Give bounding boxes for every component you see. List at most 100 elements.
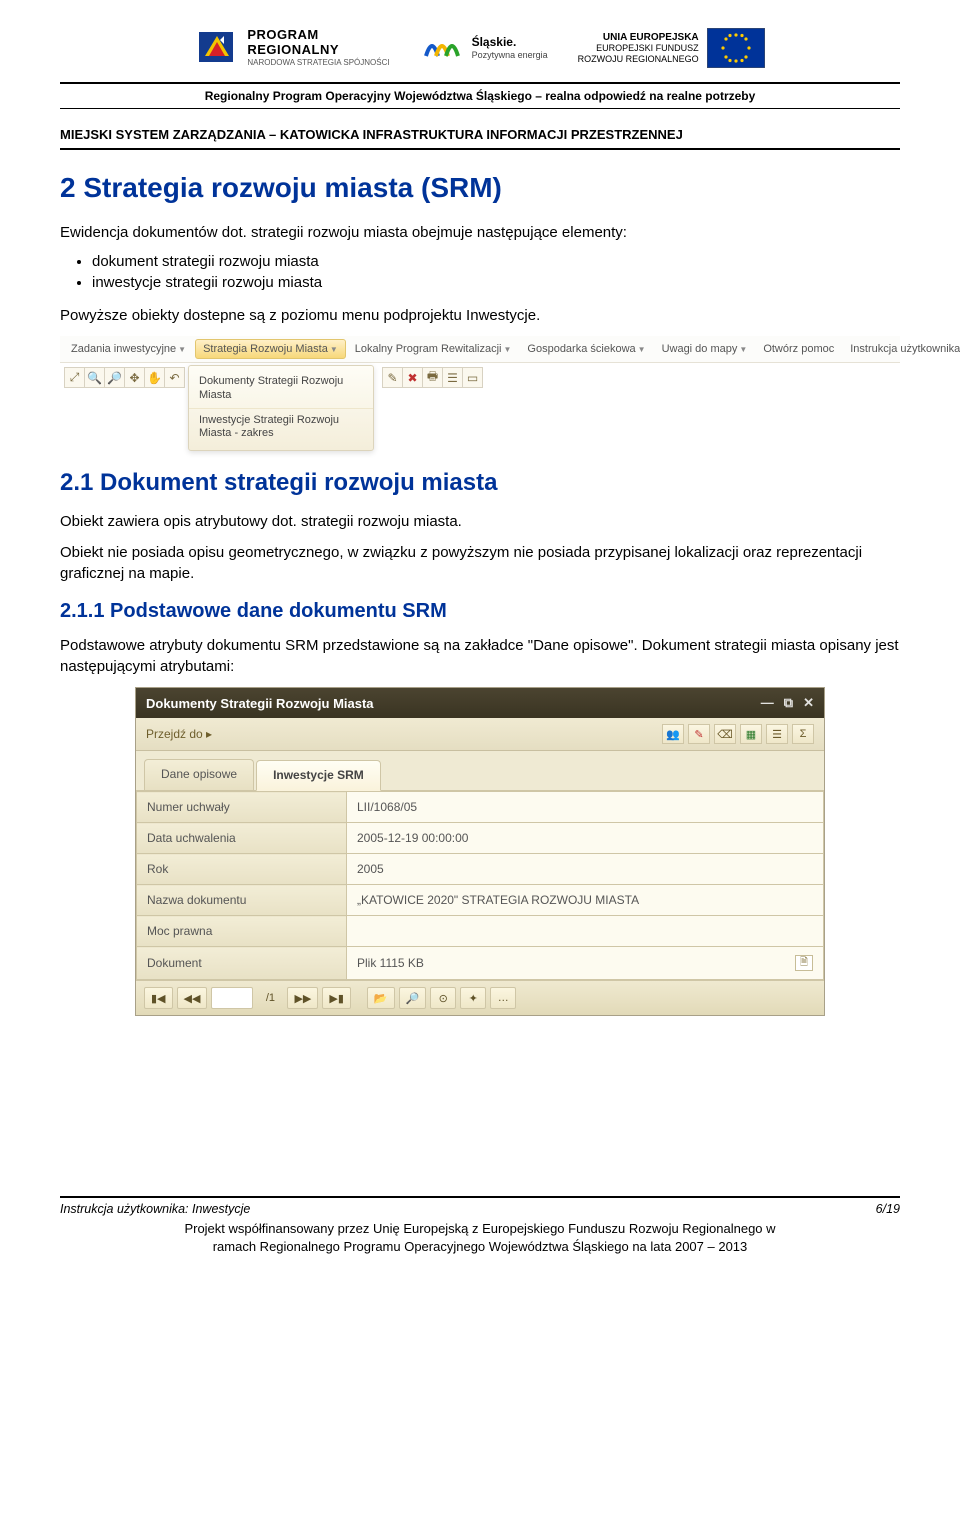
nav-target-icon[interactable]: ⊙ [430, 987, 456, 1009]
heading-h2: 2.1 Dokument strategii rozwoju miasta [60, 469, 900, 497]
toolbar-left: ⤢ 🔍 🔎 ✥ ✋ ↶ [60, 363, 188, 392]
logo2-sub: Pozytywna energia [472, 50, 548, 60]
tool-edit-icon[interactable]: ✎ [382, 367, 403, 388]
menu-lokalny-program[interactable]: Lokalny Program Rewitalizacji▼ [348, 340, 519, 358]
table-row: Data uchwalenia 2005-12-19 00:00:00 [137, 823, 824, 854]
logo1-line1: PROGRAM [247, 28, 389, 43]
minimize-icon[interactable]: — [761, 695, 774, 711]
bullet-list: dokument strategii rozwoju miasta inwest… [92, 253, 900, 291]
tab-strip: Dane opisowe Inwestycje SRM [136, 751, 824, 791]
nav-more-icon[interactable]: … [490, 987, 516, 1009]
screenshot-dialog: Dokumenty Strategii Rozwoju Miasta — ⧉ ✕… [135, 687, 825, 1016]
table-row: Moc prawna [137, 916, 824, 947]
header-subheader: MIEJSKI SYSTEM ZARZĄDZANIA – KATOWICKA I… [60, 121, 900, 150]
dropdown-strategia: Dokumenty Strategii Rozwoju Miasta Inwes… [188, 365, 374, 451]
logo1-sub: NARODOWA STRATEGIA SPÓJNOŚCI [247, 58, 389, 67]
dropdown-item-dokumenty[interactable]: Dokumenty Strategii Rozwoju Miasta [189, 370, 373, 408]
tool-move-icon[interactable]: ✥ [124, 367, 145, 388]
program-regionalny-icon [195, 26, 239, 70]
nav-search-icon[interactable]: 🔎 [399, 987, 427, 1009]
menu-zadania[interactable]: Zadania inwestycyjne▼ [64, 340, 193, 358]
table-row: Numer uchwały LII/1068/05 [137, 792, 824, 823]
file-icon[interactable]: 🗎 [795, 955, 813, 971]
goto-label[interactable]: Przejdź do ▸ [146, 727, 212, 741]
menu-instrukcja[interactable]: Instrukcja użytkownika [843, 340, 960, 358]
tool-back-icon[interactable]: ↶ [164, 367, 185, 388]
record-navbar: ▮◀ ◀◀ /1 ▶▶ ▶▮ 📂 🔎 ⊙ ✦ … [136, 980, 824, 1015]
fields-table: Numer uchwały LII/1068/05 Data uchwalenia… [136, 791, 824, 980]
toolbar-sum-icon[interactable]: Σ [792, 724, 814, 744]
dialog-titlebar: Dokumenty Strategii Rozwoju Miasta — ⧉ ✕ [136, 688, 824, 718]
maximize-icon[interactable]: ⧉ [784, 695, 793, 711]
logo1-line2: REGIONALNY [247, 43, 389, 58]
chevron-down-icon: ▼ [638, 345, 646, 354]
nav-open-icon[interactable]: 📂 [367, 987, 395, 1009]
nav-prev-icon[interactable]: ◀◀ [177, 987, 208, 1009]
field-label: Moc prawna [137, 916, 347, 947]
heading-h1: 2 Strategia rozwoju miasta (SRM) [60, 172, 900, 204]
logo-eu: UNIA EUROPEJSKA EUROPEJSKI FUNDUSZ ROZWO… [578, 28, 765, 68]
field-label: Nazwa dokumentu [137, 885, 347, 916]
chevron-down-icon: ▼ [503, 345, 511, 354]
field-label: Data uchwalenia [137, 823, 347, 854]
para-1: Ewidencja dokumentów dot. strategii rozw… [60, 222, 900, 243]
field-label: Numer uchwały [137, 792, 347, 823]
nav-page-input[interactable] [211, 987, 253, 1009]
header-tagline: Regionalny Program Operacyjny Województw… [60, 82, 900, 109]
chevron-down-icon: ▼ [330, 345, 338, 354]
footer-page-number: 6/19 [876, 1202, 900, 1216]
dropdown-item-inwestycje[interactable]: Inwestycje Strategii Rozwoju Miasta - za… [189, 408, 373, 447]
tab-inwestycje-srm[interactable]: Inwestycje SRM [256, 760, 381, 791]
table-row: Dokument Plik 1115 KB 🗎 [137, 947, 824, 980]
page-footer: Instrukcja użytkownika: Inwestycje 6/19 … [60, 1196, 900, 1255]
tool-zoomout-icon[interactable]: 🔎 [104, 367, 125, 388]
toolbar-erase-icon[interactable]: ⌫ [714, 724, 736, 744]
tool-print-icon[interactable]: 🖶 [422, 367, 443, 388]
field-label: Dokument [137, 947, 347, 980]
field-value: 2005-12-19 00:00:00 [357, 831, 468, 845]
nav-last-icon[interactable]: ▶▮ [322, 987, 351, 1009]
menu-uwagi[interactable]: Uwagi do mapy▼ [655, 340, 755, 358]
chevron-down-icon: ▼ [739, 345, 747, 354]
toolbar-edit-icon[interactable]: ✎ [688, 724, 710, 744]
goto-toolbar: 👥 ✎ ⌫ ▦ ☰ Σ [662, 724, 814, 744]
tool-delete-icon[interactable]: ✖ [402, 367, 423, 388]
para-4: Obiekt nie posiada opisu geometrycznego,… [60, 542, 900, 584]
slaskie-icon [420, 26, 464, 70]
screenshot-menu-bar: Zadania inwestycyjne▼ Strategia Rozwoju … [60, 336, 900, 451]
app-menu: Zadania inwestycyjne▼ Strategia Rozwoju … [60, 336, 900, 363]
nav-next-icon[interactable]: ▶▶ [287, 987, 318, 1009]
tool-pan-icon[interactable]: ✋ [144, 367, 165, 388]
goto-bar: Przejdź do ▸ 👥 ✎ ⌫ ▦ ☰ Σ [136, 718, 824, 751]
footer-project-line1: Projekt współfinansowany przez Unię Euro… [60, 1220, 900, 1238]
nav-first-icon[interactable]: ▮◀ [144, 987, 173, 1009]
para-5: Podstawowe atrybuty dokumentu SRM przeds… [60, 635, 900, 677]
toolbar-list-icon[interactable]: ☰ [766, 724, 788, 744]
heading-h3: 2.1.1 Podstawowe dane dokumentu SRM [60, 600, 900, 623]
close-icon[interactable]: ✕ [803, 695, 814, 711]
menu-strategia-rozwoju[interactable]: Strategia Rozwoju Miasta▼ [195, 339, 346, 359]
bullet-item: dokument strategii rozwoju miasta [92, 253, 900, 270]
field-label: Rok [137, 854, 347, 885]
field-value: Plik 1115 KB [357, 956, 424, 970]
logo2-line1: Śląskie. [472, 36, 548, 50]
tool-list-icon[interactable]: ☰ [442, 367, 463, 388]
field-value: LII/1068/05 [357, 800, 417, 814]
tab-dane-opisowe[interactable]: Dane opisowe [144, 759, 254, 790]
nav-page-total: /1 [257, 987, 283, 1009]
nav-star-icon[interactable]: ✦ [460, 987, 486, 1009]
footer-project-line2: ramach Regionalnego Programu Operacyjneg… [60, 1238, 900, 1256]
bullet-item: inwestycje strategii rozwoju miasta [92, 274, 900, 291]
menu-otworz-pomoc[interactable]: Otwórz pomoc [756, 340, 841, 358]
toolbar-grid-icon[interactable]: ▦ [740, 724, 762, 744]
logo-program-regionalny: PROGRAM REGIONALNY NARODOWA STRATEGIA SP… [195, 26, 389, 70]
dialog-title: Dokumenty Strategii Rozwoju Miasta [146, 696, 374, 711]
table-row: Rok2005 [137, 854, 824, 885]
toolbar-users-icon[interactable]: 👥 [662, 724, 684, 744]
chevron-down-icon: ▼ [178, 345, 186, 354]
menu-gospodarka[interactable]: Gospodarka ściekowa▼ [520, 340, 652, 358]
tool-zoomin-icon[interactable]: 🔍 [84, 367, 105, 388]
tool-window-icon[interactable]: ▭ [462, 367, 483, 388]
field-value: „KATOWICE 2020" STRATEGIA ROZWOJU MIASTA [357, 893, 639, 907]
tool-extents-icon[interactable]: ⤢ [64, 367, 85, 388]
